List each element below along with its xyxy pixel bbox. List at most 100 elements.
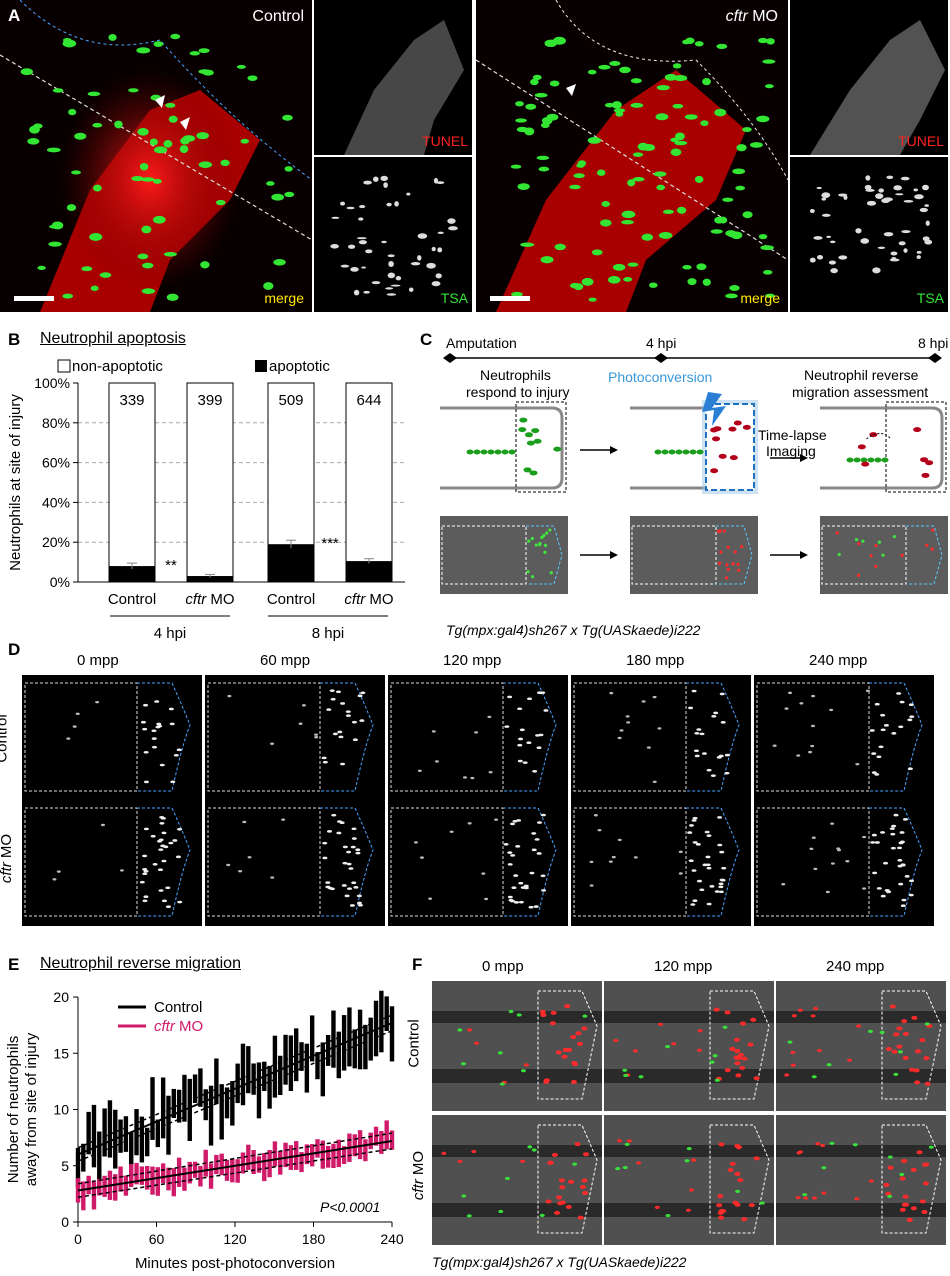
panel-a-control-tsa: TSA: [314, 157, 472, 312]
migration-bar: [299, 1042, 304, 1071]
migration-bar: [224, 1159, 230, 1181]
e-ylabel-line1: Number of neutrophils: [5, 1036, 22, 1184]
d-frame: [571, 800, 751, 926]
panel-b-chart: non-apoptotic apoptotic 0% 20% 40% 60% 80% 100%…: [7, 358, 405, 642]
legend-cftr: cftr MO: [154, 1018, 203, 1035]
migration-bar: [240, 1152, 246, 1174]
merge-image-cftr: [476, 0, 788, 312]
y-tick-label: 60%: [42, 455, 70, 471]
migration-bar: [214, 1154, 219, 1175]
step3-line1: Neutrophil reverse: [804, 367, 919, 383]
migration-bar: [166, 1167, 171, 1191]
panel-e-letter: E: [8, 955, 20, 974]
migration-bar: [315, 1052, 320, 1080]
panel-a-letter: A: [8, 6, 21, 25]
migration-bar: [171, 1168, 176, 1197]
panel-c-genotype: Tg(mpx:gal4)sh267 x Tg(UASkaede)i222: [446, 622, 701, 638]
tsa-label-cftr: TSA: [916, 290, 944, 306]
migration-bar: [320, 1042, 326, 1097]
x-category-label: Control: [267, 591, 315, 608]
legend-control: Control: [154, 999, 202, 1016]
legend-nonapoptotic: non-apoptotic: [72, 358, 163, 375]
migration-bar: [192, 1074, 198, 1104]
group-label-8hpi: 8 hpi: [312, 625, 345, 642]
migration-bar: [384, 996, 389, 1031]
panel-a-control-merge: Control merge: [0, 0, 312, 312]
migration-bar: [262, 1153, 267, 1182]
migration-bar: [91, 1181, 97, 1210]
migration-bar: [294, 1028, 299, 1082]
migration-bar: [134, 1109, 139, 1156]
d-frame: [571, 675, 751, 801]
d-frame: [22, 675, 202, 801]
panel-e-chart: 0 5 10 15 20 0 60 120 180 240 Control cftr MO P<0.00…: [5, 989, 404, 1272]
f-frame: [604, 981, 774, 1111]
photoconversion-label: Photoconversion: [608, 369, 712, 385]
migration-bar: [118, 1166, 123, 1192]
panel-f-genotype: Tg(mpx:gal4)sh267 x Tg(UASkaede)i222: [432, 1254, 687, 1270]
x-category-label: cftr MO: [185, 591, 234, 608]
legend-swatch-apoptotic: [255, 360, 267, 372]
migration-bar: [336, 1139, 341, 1168]
migration-bar: [219, 1153, 224, 1176]
migration-bar: [309, 1144, 315, 1167]
merge-label-cftr: merge: [740, 290, 780, 306]
d-frame: [22, 800, 202, 926]
migration-bar: [235, 1063, 240, 1104]
y-tick-label: 0: [61, 1214, 69, 1230]
migration-bar: [86, 1175, 91, 1195]
migration-bar: [389, 1006, 395, 1062]
ci-line-lower: [77, 1030, 393, 1162]
panel-a-cftr-tunel: TUNEL: [790, 0, 948, 155]
bar-nonapoptotic: [108, 382, 156, 583]
bar-apoptotic: [268, 544, 314, 582]
migration-bar: [129, 1132, 134, 1165]
d-frame: [754, 800, 934, 926]
migration-bar: [288, 1035, 294, 1091]
migration-bar: [139, 1116, 145, 1163]
d-frame: [388, 800, 568, 926]
migration-bar: [81, 1143, 86, 1172]
fit-line: [77, 1140, 393, 1192]
bar-count-label: 509: [278, 392, 303, 409]
step3-line2: migration assessment: [792, 384, 928, 400]
migration-bar: [235, 1159, 240, 1183]
fit-line: [77, 1021, 393, 1156]
y-tick-label: 20%: [42, 534, 70, 550]
migration-bar: [240, 1043, 246, 1106]
timelapse-line1: Time-lapse: [758, 427, 827, 443]
migration-bar: [182, 1167, 187, 1191]
d-timepoint-label: 120 mpp: [443, 652, 502, 669]
migration-bar: [336, 1031, 341, 1079]
migration-bar: [182, 1074, 187, 1122]
bar-count-label: 644: [356, 392, 381, 409]
panel-d-letter: D: [8, 640, 21, 659]
d-timepoint-label: 240 mpp: [809, 652, 868, 669]
amputation-label: Amputation: [446, 335, 517, 351]
migration-bar: [230, 1158, 235, 1183]
migration-bar: [75, 1147, 81, 1188]
migration-bar: [203, 1089, 208, 1121]
migration-bar: [198, 1068, 203, 1107]
x-tick-label: 180: [302, 1231, 326, 1247]
step1-line1: Neutrophils: [480, 367, 551, 383]
d-timepoint-label: 0 mpp: [77, 652, 119, 669]
migration-bar: [224, 1087, 230, 1119]
migration-bar: [176, 1157, 182, 1187]
x-category-label: Control: [108, 591, 156, 608]
migration-bar: [363, 1139, 368, 1162]
migration-bar: [347, 1007, 352, 1067]
e-xlabel: Minutes post-photoconversion: [135, 1255, 335, 1272]
bar-count-label: 339: [119, 392, 144, 409]
migration-bar: [357, 1130, 363, 1160]
bar-count-label: 399: [197, 392, 222, 409]
y-tick-label: 40%: [42, 494, 70, 510]
migration-bar: [315, 1139, 320, 1158]
y-tick-label: 80%: [42, 415, 70, 431]
panel-a-control-tunel: TUNEL: [314, 0, 472, 155]
migration-bar: [352, 1029, 357, 1069]
migration-bar: [97, 1131, 102, 1194]
d-frame: [205, 800, 385, 926]
migration-bar: [150, 1077, 155, 1140]
d-frame: [754, 675, 934, 801]
